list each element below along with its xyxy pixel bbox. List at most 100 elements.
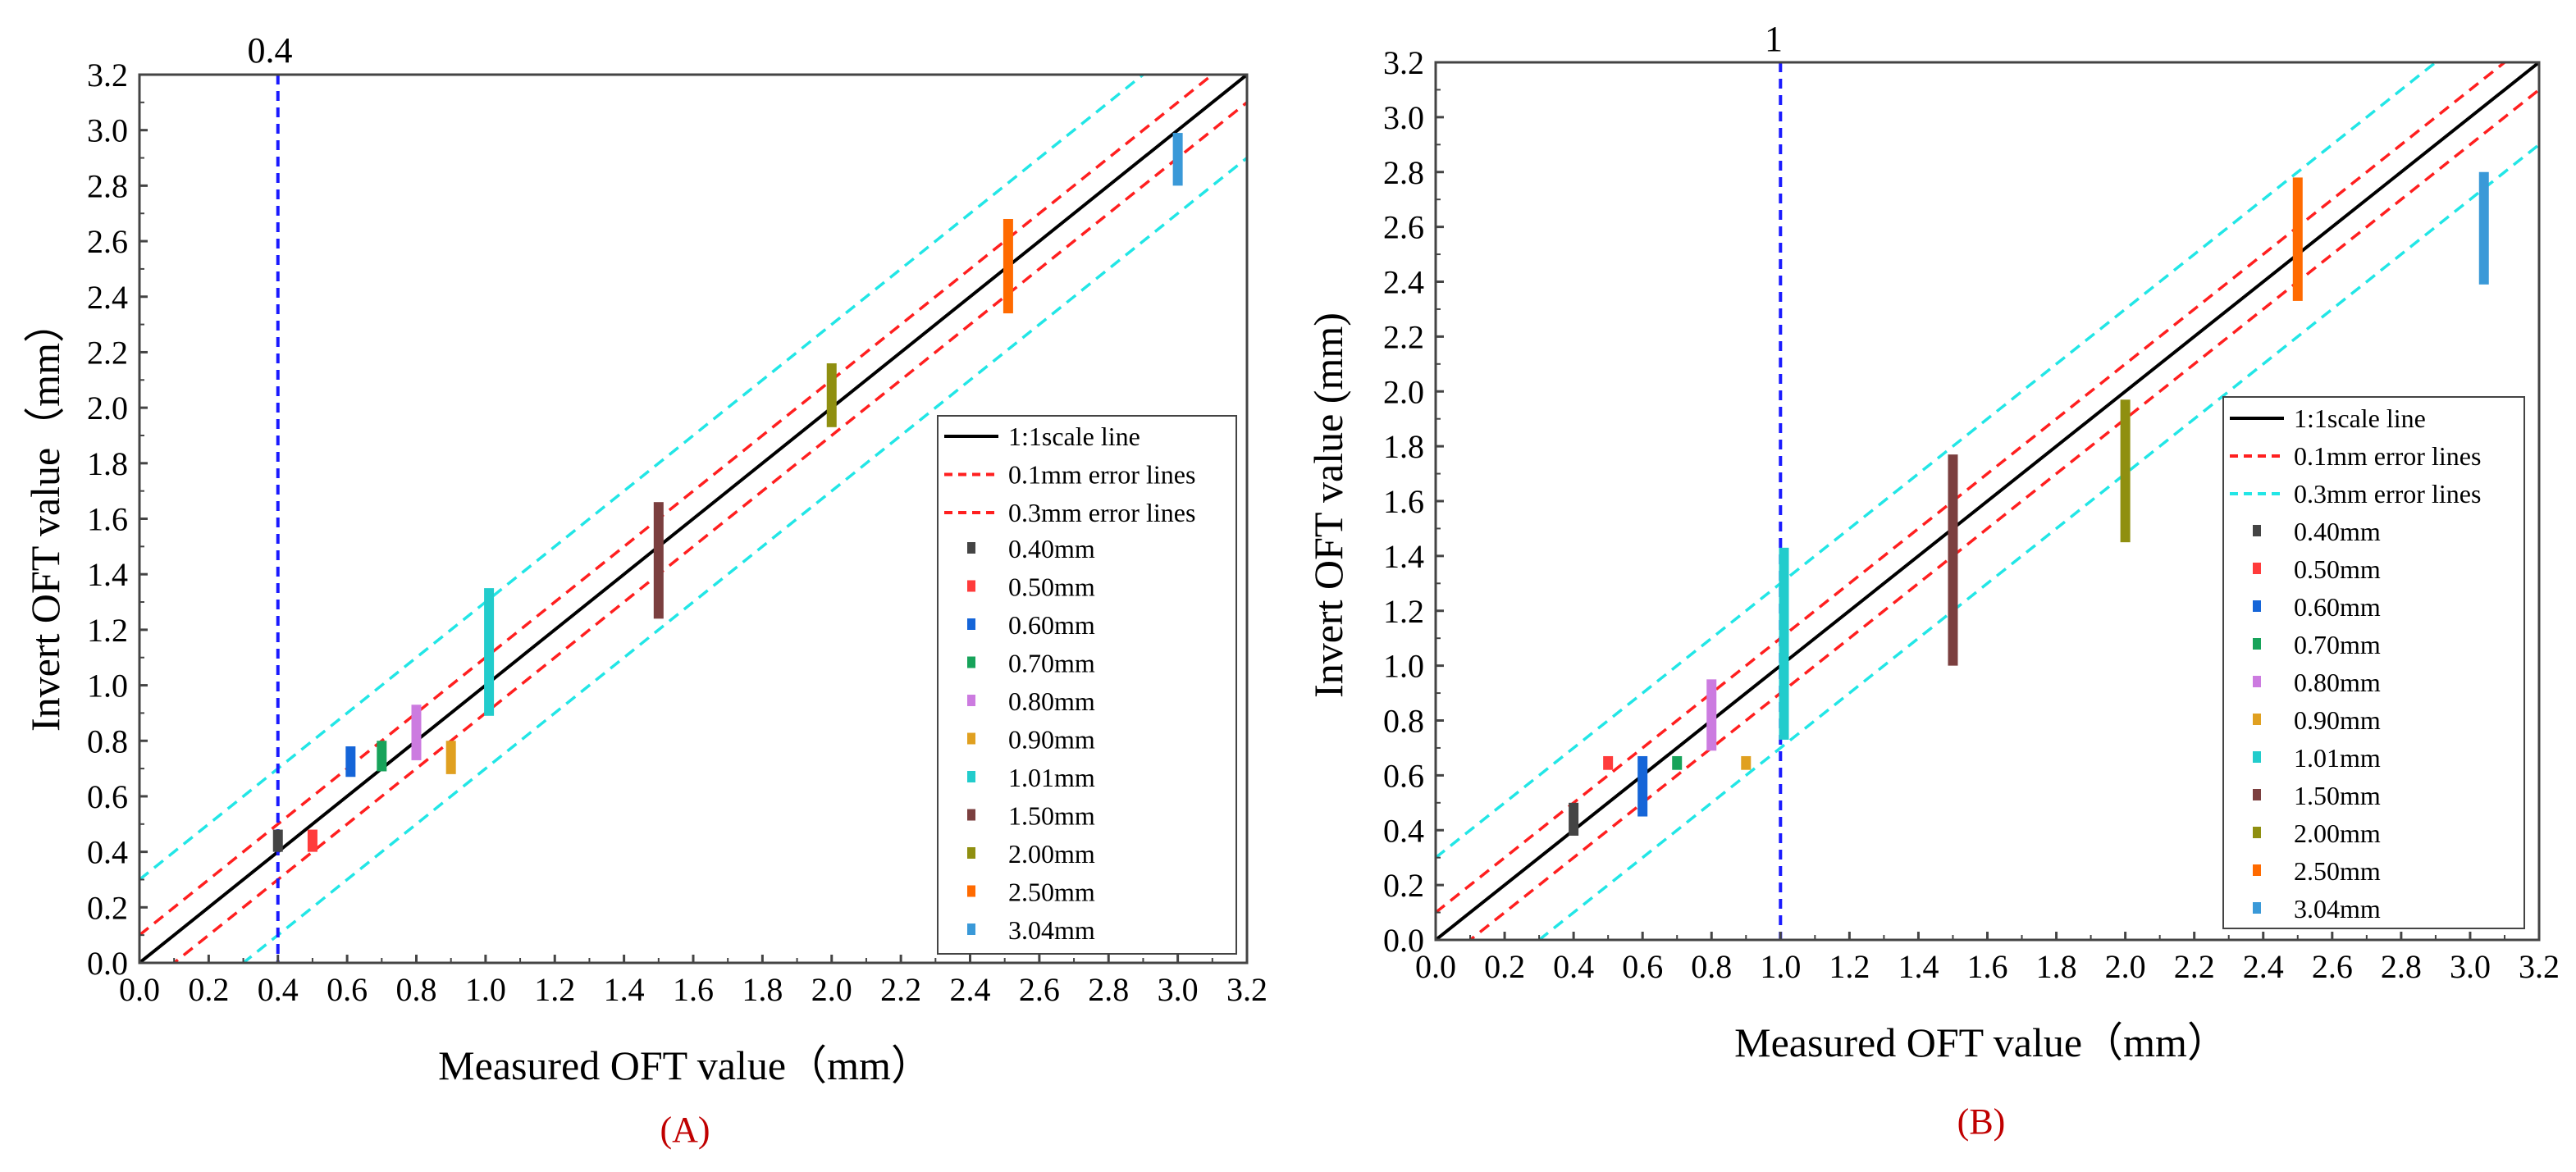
data-bar-a-070mm: [377, 741, 387, 772]
error-line-a-1: [139, 75, 1215, 937]
y-tick-label-b-0: 0.0: [1383, 922, 1424, 959]
y-tick-label-a-4: 0.8: [87, 723, 128, 759]
legend-marker-b-4: [2253, 676, 2261, 687]
x-tick-label-a-15: 3.0: [1158, 971, 1199, 1008]
x-tick-label-b-7: 1.4: [1898, 948, 1939, 985]
data-bar-b-090mm: [1741, 755, 1752, 770]
error-line-b-3: [1436, 62, 2438, 860]
legend-marker-a-3: [967, 656, 975, 668]
y-tick-label-a-3: 0.6: [87, 778, 128, 815]
x-tick-label-b-6: 1.2: [1829, 948, 1870, 985]
x-axis-label-a: Measured OFT value（mm）: [438, 1042, 932, 1088]
legend-marker-b-1: [2253, 563, 2261, 574]
plot-area-b: [1436, 62, 2539, 940]
y-tick-label-a-5: 1.0: [87, 668, 128, 705]
legend-marker-a-0: [967, 542, 975, 554]
y-tick-label-a-11: 2.2: [87, 334, 128, 371]
x-tick-label-a-1: 0.2: [188, 971, 229, 1008]
data-bar-b-101mm: [1779, 547, 1789, 740]
legend-marker-a-1: [967, 580, 975, 592]
data-bar-b-040mm: [1569, 802, 1579, 836]
legend-marker-a-9: [967, 885, 975, 897]
y-tick-label-b-2: 0.4: [1383, 812, 1424, 849]
data-bar-a-040mm: [272, 829, 283, 852]
y-tick-label-a-9: 1.8: [87, 445, 128, 482]
y-tick-label-b-3: 0.6: [1383, 757, 1424, 794]
y-tick-label-b-13: 2.6: [1383, 209, 1424, 246]
x-tick-label-a-13: 2.6: [1019, 971, 1060, 1008]
error-line-a-3: [139, 75, 1146, 881]
x-tick-label-b-2: 0.4: [1553, 948, 1594, 985]
y-tick-label-b-15: 3.0: [1383, 99, 1424, 136]
error-line-a-4: [240, 157, 1247, 963]
data-bar-b-050mm: [1603, 755, 1614, 770]
x-tick-label-a-6: 1.2: [534, 971, 575, 1008]
panel-label-b: (B): [1957, 1101, 2006, 1142]
data-bar-b-304mm: [2478, 171, 2489, 285]
x-tick-label-a-7: 1.4: [604, 971, 645, 1008]
x-tick-label-b-11: 2.2: [2174, 948, 2215, 985]
y-axis-label-a: Invert OFT value（mm）: [22, 302, 68, 732]
y-tick-label-a-2: 0.4: [87, 834, 128, 871]
y-tick-label-a-8: 1.6: [87, 501, 128, 538]
data-bar-b-070mm: [1672, 755, 1683, 770]
x-tick-label-a-16: 3.2: [1226, 971, 1267, 1008]
x-tick-label-a-0: 0.0: [119, 971, 160, 1008]
legend-marker-b-3: [2253, 638, 2261, 650]
x-tick-label-a-3: 0.6: [327, 971, 368, 1008]
legend-marker-b-8: [2253, 827, 2261, 838]
error-line-b-0: [1436, 62, 2539, 940]
legend-marker-label-b-6: 1.01mm: [2294, 743, 2381, 773]
x-tick-label-a-8: 1.6: [673, 971, 714, 1008]
data-bar-b-150mm: [1948, 454, 1958, 666]
legend-marker-b-2: [2253, 600, 2261, 612]
legend-a: 1:1scale line 0.1mm error lines 0.3mm erro…: [937, 415, 1237, 955]
data-bar-a-080mm: [411, 705, 422, 760]
legend-marker-label-b-0: 0.40mm: [2294, 517, 2381, 546]
data-bar-a-101mm: [484, 588, 495, 716]
legend-marker-label-b-9: 2.50mm: [2294, 856, 2381, 886]
x-axis-label-b: Measured OFT value（mm）: [1734, 1019, 2228, 1065]
panel-label-a: (A): [660, 1110, 710, 1150]
legend-line-label-a-0: 1:1scale line: [1008, 422, 1140, 451]
legend-marker-label-a-5: 0.90mm: [1008, 725, 1095, 755]
data-bar-a-200mm: [826, 363, 837, 427]
data-bar-b-080mm: [1706, 679, 1717, 751]
data-bar-a-050mm: [307, 829, 317, 852]
legend-marker-label-b-7: 1.50mm: [2294, 781, 2381, 810]
legend-line-label-b-1: 0.1mm error lines: [2294, 441, 2481, 471]
data-bar-a-060mm: [345, 746, 356, 778]
y-axis-label-b: Invert OFT value (mm): [1305, 312, 1351, 698]
y-tick-label-a-14: 2.8: [87, 167, 128, 204]
x-tick-label-a-4: 0.8: [396, 971, 437, 1008]
plot-area-a: [139, 75, 1247, 963]
x-tick-label-a-9: 1.8: [742, 971, 783, 1008]
legend-marker-b-9: [2253, 864, 2261, 876]
legend-marker-label-a-6: 1.01mm: [1008, 763, 1095, 792]
data-bar-b-250mm: [2292, 177, 2303, 301]
x-tick-label-b-3: 0.6: [1622, 948, 1663, 985]
y-tick-label-a-10: 2.0: [87, 390, 128, 426]
legend-line-label-b-2: 0.3mm error lines: [2294, 479, 2481, 508]
x-tick-label-a-12: 2.4: [950, 971, 991, 1008]
legend-marker-label-a-0: 0.40mm: [1008, 534, 1095, 563]
x-tick-label-b-15: 3.0: [2450, 948, 2491, 985]
x-tick-label-b-14: 2.8: [2381, 948, 2422, 985]
x-tick-label-b-4: 0.8: [1691, 948, 1732, 985]
legend-marker-b-10: [2253, 902, 2261, 914]
legend-marker-a-6: [967, 771, 975, 782]
x-tick-label-a-11: 2.2: [880, 971, 921, 1008]
data-bar-b-200mm: [2120, 399, 2131, 543]
y-tick-label-b-1: 0.2: [1383, 867, 1424, 904]
x-tick-label-b-8: 1.6: [1967, 948, 2008, 985]
y-tick-label-b-10: 2.0: [1383, 373, 1424, 410]
legend-marker-label-a-2: 0.60mm: [1008, 610, 1095, 640]
legend-marker-a-8: [967, 847, 975, 859]
legend-marker-label-a-3: 0.70mm: [1008, 649, 1095, 678]
data-bar-b-060mm: [1637, 755, 1648, 817]
error-line-b-2: [1468, 89, 2539, 940]
y-tick-label-b-5: 1.0: [1383, 648, 1424, 685]
legend-marker-label-a-10: 3.04mm: [1008, 915, 1095, 945]
reference-line-label-a: 0.4: [248, 30, 293, 71]
legend-marker-label-b-4: 0.80mm: [2294, 668, 2381, 697]
